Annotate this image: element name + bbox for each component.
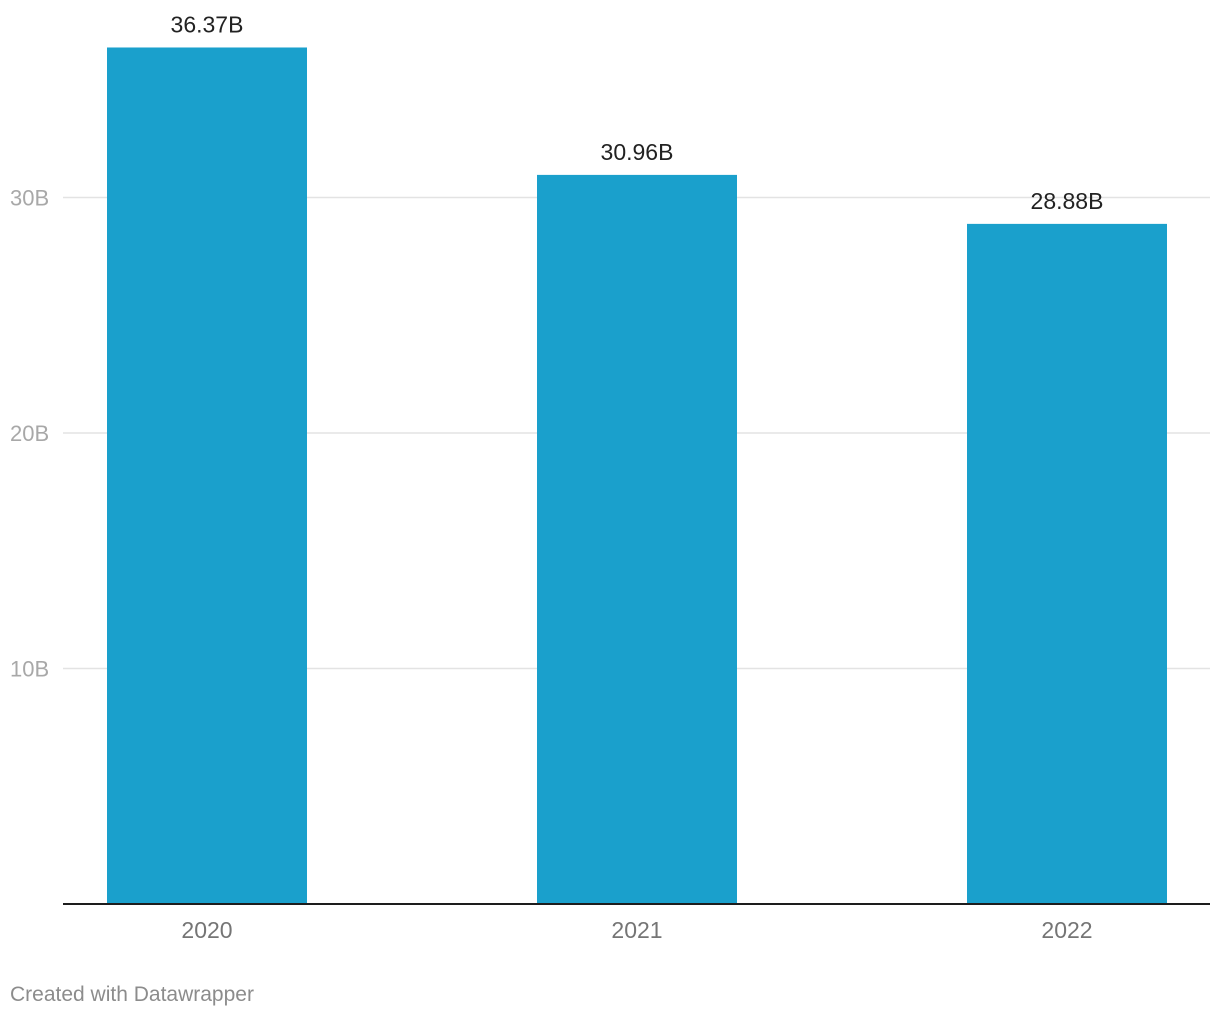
- data-label-2021: 30.96B: [601, 139, 674, 165]
- bar-2022: [967, 223, 1167, 905]
- x-tick-label-2022: 2022: [1041, 917, 1092, 943]
- x-tick-label-2021: 2021: [611, 917, 662, 943]
- bars: [107, 47, 1167, 905]
- x-axis-ticks: 2020 2021 2022: [181, 917, 1092, 943]
- data-label-2020: 36.37B: [171, 11, 244, 37]
- y-tick-label: 10B: [10, 657, 49, 682]
- bar-2021: [537, 174, 737, 905]
- x-tick-label-2020: 2020: [181, 917, 232, 943]
- data-labels: 36.37B 30.96B 28.88B: [171, 11, 1104, 213]
- y-tick-label: 30B: [10, 186, 49, 211]
- data-label-2022: 28.88B: [1031, 188, 1104, 214]
- y-tick-label: 20B: [10, 421, 49, 446]
- credit-footer: Created with Datawrapper: [10, 983, 254, 1006]
- bar-2020: [107, 47, 307, 904]
